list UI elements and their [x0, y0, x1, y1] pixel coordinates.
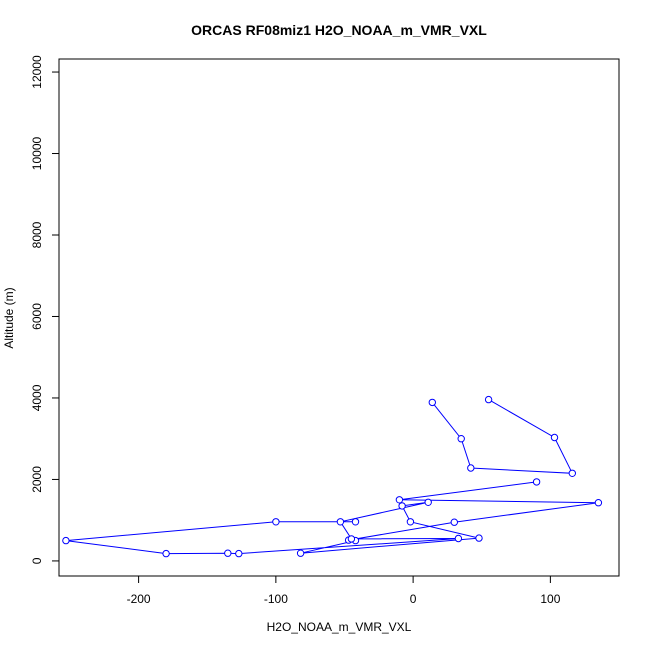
y-tick-label: 12000 [30, 55, 44, 89]
data-point [235, 549, 243, 558]
data-point [347, 535, 356, 543]
data-point [162, 549, 170, 558]
data-point [406, 518, 415, 526]
data-point [454, 534, 463, 543]
y-axis: 0 2000 4000 6000 8000 10000 12000 [30, 55, 60, 564]
data-point [224, 549, 232, 557]
y-tick-label: 10000 [30, 137, 44, 171]
data-point [450, 518, 458, 526]
data-point [395, 496, 404, 504]
data-point [568, 469, 576, 477]
x-tick-label: 0 [410, 592, 417, 606]
data-point [272, 518, 280, 526]
y-tick-label: 4000 [30, 384, 44, 411]
data-point [424, 498, 432, 506]
data-point [475, 534, 483, 542]
y-tick-label: 6000 [30, 303, 44, 330]
x-axis-label: H2O_NOAA_m_VMR_VXL [267, 620, 412, 634]
data-point [457, 435, 465, 443]
data-point [532, 478, 541, 486]
data-point [428, 398, 436, 407]
data-point [398, 502, 406, 510]
data-point [62, 536, 70, 545]
y-tick-label: 8000 [30, 221, 44, 248]
series-line [431, 399, 574, 474]
x-tick-label: 100 [540, 592, 560, 606]
data-point [594, 499, 603, 507]
x-axis: -200 -100 0 100 [127, 575, 561, 606]
data-point [351, 518, 360, 526]
y-tick-label: 2000 [30, 466, 44, 493]
series-line [65, 481, 599, 555]
data-point [296, 549, 305, 557]
x-tick-label: -100 [264, 592, 288, 606]
y-axis-label: Altitude (m) [2, 287, 16, 348]
chart-title: ORCAS RF08miz1 H2O_NOAA_m_VMR_VXL [191, 22, 487, 38]
data-series [62, 395, 603, 558]
data-point [484, 395, 493, 404]
plot-frame [58, 58, 620, 577]
x-tick-label: -200 [127, 592, 151, 606]
data-point [550, 433, 559, 442]
y-tick-label: 0 [30, 557, 44, 564]
data-point [467, 464, 475, 472]
data-point [336, 518, 345, 526]
